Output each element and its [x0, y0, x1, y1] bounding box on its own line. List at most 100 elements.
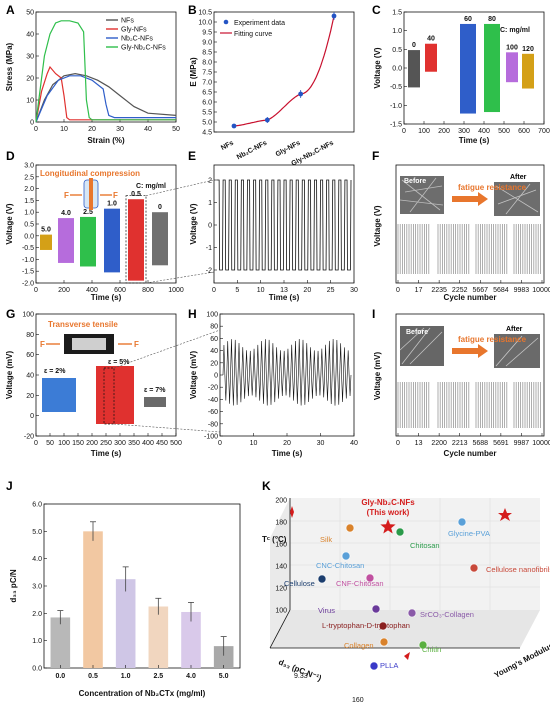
after-label: After	[506, 326, 523, 333]
legend: NFs Gly-NFs Nb₂C-NFs Gly-Nb₂C-NFs	[106, 18, 166, 52]
force-label: F	[134, 340, 139, 349]
signal-block	[104, 208, 120, 273]
tick-label: 9983	[514, 287, 530, 294]
signal-block	[506, 52, 518, 83]
tick-label: 0.0	[392, 66, 402, 73]
force-label: F	[40, 340, 45, 349]
material-label: CNC-Chitosan	[316, 561, 364, 570]
tick-label: -1.5	[22, 269, 34, 276]
material-label: Cellulose	[284, 579, 315, 588]
panel-label: J	[6, 479, 13, 493]
tick-label: 9.33	[294, 673, 308, 680]
tick-label: 0	[208, 223, 212, 230]
tick-label: -20	[24, 434, 34, 441]
material-point	[457, 517, 467, 527]
material-label: Chitosan	[410, 541, 440, 550]
tick-label: 7.5	[202, 70, 212, 77]
legend: Experiment data Fitting curve	[220, 19, 285, 38]
signal-block	[58, 218, 74, 263]
tick-label: 1000	[168, 287, 184, 294]
tick-label: 60	[26, 352, 34, 359]
unit-label: C: mg/ml	[136, 183, 166, 190]
panel-j: J 0.0 1.0 2.0 3.0 4.0 5.0 6.0 0.0 0.5 1.0 2.5 4.0 5…	[6, 479, 241, 698]
tick-label: 80	[26, 332, 34, 339]
tick-label: -1.0	[390, 103, 402, 110]
zoom-box	[103, 367, 115, 425]
x-ticks: 0 100 200 300 400 500 600 700	[402, 121, 550, 135]
tick-label: -1.0	[22, 257, 34, 264]
y-axis-label: Voltage (V)	[373, 205, 382, 247]
material-point	[317, 574, 327, 584]
panel-label: E	[188, 149, 196, 163]
cycle-signals	[397, 382, 541, 428]
tick-label: 5684	[493, 287, 509, 294]
material-point	[379, 637, 389, 647]
tick-label: 0.5	[24, 222, 34, 229]
y-axis-label: Voltage (V)	[5, 203, 14, 245]
tick-label: 2.0	[32, 611, 42, 618]
zoom-connector	[145, 179, 215, 196]
material-label: Cellulose nanofibrils	[486, 565, 550, 574]
tick-label: -0.5	[390, 84, 402, 91]
tick-label: 20	[283, 440, 291, 447]
tick-label: 250	[100, 440, 112, 447]
tick-label: 0.0	[32, 666, 42, 673]
tick-label: 1.0	[24, 210, 34, 217]
data-point	[231, 123, 237, 129]
zoom-connector	[113, 423, 221, 433]
block-label: 2.5	[83, 209, 93, 216]
tick-label: 50	[46, 440, 54, 447]
tick-label: 1	[208, 200, 212, 207]
tick-label: 0	[30, 413, 34, 420]
panel-f: F Before After fatigue resistance 0 17 223…	[372, 149, 550, 302]
tick-label: 5.0	[219, 673, 229, 680]
tick-label: 6.0	[32, 502, 42, 509]
tick-label: -60	[208, 409, 218, 416]
bar	[115, 579, 136, 668]
block-label: 60	[464, 16, 472, 23]
tick-label: 9987	[514, 440, 530, 447]
y-axis-label: Stress (MPa)	[5, 42, 14, 91]
tick-label: 800	[142, 287, 154, 294]
tick-label: 20	[88, 126, 96, 133]
x-ticks: 0 17 2235 2252 5667 5684 9983 10000	[396, 280, 550, 294]
x-ticks: 0 10 20 30 40 50	[34, 119, 180, 133]
tick-label: 10000	[532, 440, 550, 447]
panel-label: I	[372, 307, 375, 321]
side-wall	[270, 498, 290, 648]
arrow-icon	[452, 192, 488, 206]
tick-label: -2.0	[22, 281, 34, 288]
tick-label: 9.0	[202, 40, 212, 47]
tick-label: 30	[26, 54, 34, 61]
tick-label: 100	[206, 312, 218, 319]
y-axis-label: d₃₃ pC/N	[9, 569, 18, 602]
axes-frame	[213, 11, 355, 133]
tick-label: 100	[22, 312, 34, 319]
x-axis-label: Time (s)	[272, 449, 303, 458]
tick-label: 100	[418, 128, 430, 135]
x-axis-label: Concentration of Nb₂CTx (mg/ml)	[79, 689, 206, 698]
floor	[270, 610, 540, 648]
y-axis-label: Voltage (mV)	[373, 352, 382, 401]
material-label: SrCO₃-Collagen	[420, 610, 474, 619]
x-axis-label: Strain (%)	[87, 136, 125, 145]
tick-label: 20	[210, 360, 218, 367]
sem-image-after	[494, 334, 540, 368]
panel-a: A 0 10 20 30 40 50 0 10 20 30 40 50 NFs Gly-NFs Nb₂C…	[5, 3, 180, 145]
tick-label: 400	[478, 128, 490, 135]
block-label: 0	[412, 42, 416, 49]
tick-label: 40	[210, 348, 218, 355]
plot-area	[231, 12, 337, 129]
block-label: 40	[427, 36, 435, 43]
force-label: F	[64, 191, 69, 200]
tick-label: 5688	[472, 440, 488, 447]
tick-label: -1	[206, 245, 212, 252]
star-icon	[380, 519, 396, 534]
y-ticks: -1.5 -1.0 -0.5 0.0 0.5 1.0 1.5	[390, 10, 407, 129]
bars: 0.0 0.5 1.0 2.5 4.0 5.0	[50, 521, 234, 680]
projection-marker	[404, 652, 410, 660]
tick-label: 50	[26, 10, 34, 17]
material-label: PLLA	[380, 661, 398, 670]
